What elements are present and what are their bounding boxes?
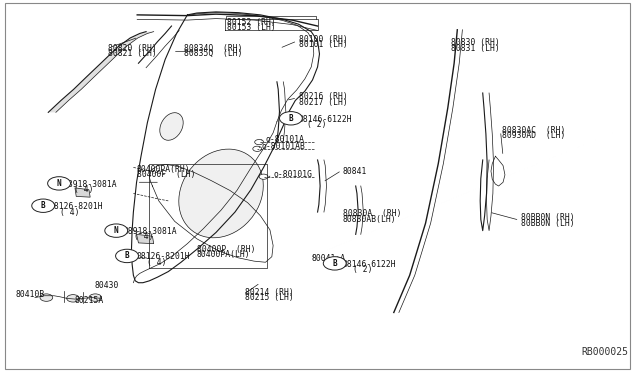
Circle shape [259, 174, 268, 179]
Circle shape [255, 140, 264, 145]
Text: 08146-6122H: 08146-6122H [298, 115, 352, 124]
Text: ( 4): ( 4) [134, 232, 154, 241]
Text: o-80101G: o-80101G [273, 170, 312, 179]
Text: 80841: 80841 [343, 167, 367, 176]
Text: 80830A  (RH): 80830A (RH) [343, 209, 401, 218]
Text: o-80101A: o-80101A [266, 135, 305, 144]
Text: 80215 (LH): 80215 (LH) [244, 293, 293, 302]
Circle shape [323, 257, 346, 270]
Text: 80BB0N (LH): 80BB0N (LH) [521, 219, 575, 228]
Text: o-80101AB: o-80101AB [262, 142, 305, 151]
Text: 80830AC  (RH): 80830AC (RH) [502, 126, 565, 135]
Text: B: B [289, 114, 293, 123]
Polygon shape [48, 32, 154, 112]
Circle shape [47, 177, 70, 190]
Circle shape [116, 249, 138, 263]
Ellipse shape [179, 149, 263, 238]
Polygon shape [75, 188, 90, 197]
Text: RB000025: RB000025 [581, 347, 628, 356]
Text: B: B [125, 251, 129, 260]
Text: 08126-8201H: 08126-8201H [136, 252, 190, 261]
Polygon shape [136, 234, 154, 244]
Circle shape [105, 224, 127, 237]
Text: ( 4): ( 4) [60, 208, 79, 217]
Text: 80930AD  (LH): 80930AD (LH) [502, 131, 565, 140]
Ellipse shape [160, 113, 183, 140]
Text: 80821 (LH): 80821 (LH) [108, 49, 157, 58]
Text: 80216 (RH): 80216 (RH) [298, 92, 348, 101]
Text: 80410B: 80410B [16, 290, 45, 299]
Text: ( 2): ( 2) [353, 265, 372, 274]
Circle shape [32, 199, 54, 212]
Circle shape [40, 294, 52, 301]
Text: 80820 (RH): 80820 (RH) [108, 44, 157, 53]
Text: 80830 (RH): 80830 (RH) [451, 38, 500, 47]
Text: 80153 (LH): 80153 (LH) [227, 23, 276, 32]
Text: 80831 (LH): 80831 (LH) [451, 44, 500, 53]
Text: 80101 (LH): 80101 (LH) [298, 40, 348, 49]
Text: B: B [332, 259, 337, 268]
Text: 80834Q  (RH): 80834Q (RH) [184, 44, 243, 53]
Text: 80400P  (RH): 80400P (RH) [197, 245, 255, 254]
Text: 80100 (RH): 80100 (RH) [298, 35, 348, 44]
Circle shape [253, 146, 262, 151]
Text: 08146-6122H: 08146-6122H [343, 260, 397, 269]
Circle shape [67, 295, 79, 302]
Text: 80430: 80430 [94, 281, 118, 290]
Text: 80041+A: 80041+A [311, 254, 346, 263]
Text: N: N [57, 179, 61, 188]
Text: ( 4): ( 4) [74, 185, 93, 194]
Text: 80400PA(LH): 80400PA(LH) [197, 250, 250, 259]
Text: 08918-3081A: 08918-3081A [124, 227, 177, 236]
Text: 80BB0N (RH): 80BB0N (RH) [521, 213, 575, 222]
Text: 80400F  (LH): 80400F (LH) [136, 170, 195, 179]
Text: 80400PA(RH): 80400PA(RH) [136, 165, 190, 174]
Text: ( 2): ( 2) [307, 120, 326, 129]
Text: B: B [41, 201, 45, 210]
Text: 80214 (RH): 80214 (RH) [244, 288, 293, 296]
Text: ( 4): ( 4) [147, 258, 166, 267]
Text: 80835Q  (LH): 80835Q (LH) [184, 49, 243, 58]
Text: 80830AB(LH): 80830AB(LH) [343, 215, 397, 224]
Text: 08126-8201H: 08126-8201H [49, 202, 103, 211]
Circle shape [89, 294, 102, 301]
Text: 80215A: 80215A [75, 296, 104, 305]
Text: 80217 (LH): 80217 (LH) [298, 98, 348, 107]
Text: 08918-3081A: 08918-3081A [63, 180, 117, 189]
Text: N: N [114, 226, 118, 235]
Circle shape [280, 112, 302, 125]
Text: 80152 (RH): 80152 (RH) [227, 18, 276, 27]
